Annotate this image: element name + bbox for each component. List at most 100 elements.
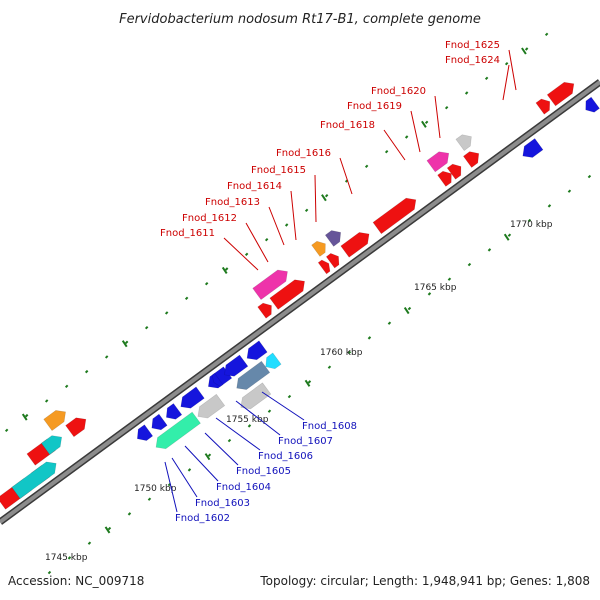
accession-text: Accession: NC_009718 xyxy=(8,574,144,588)
gene-feature xyxy=(252,269,288,301)
minor-tick xyxy=(384,149,389,154)
major-tick xyxy=(503,233,510,241)
gene-feature xyxy=(11,461,57,500)
gene-label: Fnod_1620 xyxy=(371,86,426,97)
gene-leader-line xyxy=(268,206,285,246)
gene-label: Fnod_1613 xyxy=(205,197,260,208)
gene-leader-line xyxy=(245,222,269,263)
gene-feature xyxy=(211,372,224,387)
gene-feature xyxy=(165,403,183,420)
gene-label: Fnod_1602 xyxy=(175,513,230,524)
gene-feature xyxy=(265,352,282,370)
map-title: Fervidobacterium nodosum Rt17-B1, comple… xyxy=(119,12,481,27)
minor-tick xyxy=(47,570,52,575)
major-tick xyxy=(104,526,111,534)
gene-feature xyxy=(446,163,462,180)
gene-feature xyxy=(65,417,87,438)
gene-feature xyxy=(180,386,205,409)
gene-leader-line xyxy=(314,174,317,223)
minor-tick xyxy=(124,340,129,345)
gene-leader-line xyxy=(204,432,239,466)
gene-label: Fnod_1612 xyxy=(182,213,237,224)
minor-tick xyxy=(364,164,369,169)
gene-feature xyxy=(240,382,272,410)
minor-tick xyxy=(284,223,289,227)
minor-tick xyxy=(147,497,152,501)
minor-tick xyxy=(387,321,392,325)
gene-feature xyxy=(136,424,154,441)
minor-tick xyxy=(544,32,549,37)
gene-feature xyxy=(325,253,340,269)
minor-tick xyxy=(347,350,352,355)
major-tick xyxy=(21,413,28,421)
minor-tick xyxy=(4,428,9,433)
gene-feature xyxy=(324,230,342,247)
minor-tick xyxy=(107,526,112,531)
major-tick xyxy=(421,120,427,128)
minor-tick xyxy=(64,384,69,389)
minor-tick xyxy=(24,413,29,418)
gene-leader-line xyxy=(223,237,259,271)
scale-tick-label: 1765 kbp xyxy=(414,283,457,293)
minor-tick xyxy=(367,336,372,340)
major-tick xyxy=(121,340,128,348)
major-tick xyxy=(221,266,228,274)
minor-tick xyxy=(44,399,49,403)
minor-tick xyxy=(104,355,109,359)
minor-tick xyxy=(464,91,469,95)
minor-tick xyxy=(407,306,412,311)
minor-tick xyxy=(547,204,552,208)
minor-tick xyxy=(324,193,329,198)
minor-tick xyxy=(224,267,229,271)
scale-tick-label: 1755 kbp xyxy=(226,415,269,425)
gene-leader-line xyxy=(290,190,297,241)
minor-tick xyxy=(427,292,432,296)
minor-tick xyxy=(587,174,592,179)
gene-feature xyxy=(535,98,551,115)
minor-tick xyxy=(84,369,89,374)
minor-tick xyxy=(267,409,272,413)
minor-tick xyxy=(327,365,332,369)
label-layer: Fnod_1611 Fnod_1612 Fnod_1613 Fnod_1614 Fnod… xyxy=(160,40,500,524)
gene-feature xyxy=(224,354,249,377)
gene-leader-line xyxy=(339,157,353,195)
gene-leader-line xyxy=(164,461,178,513)
gene-label: Fnod_1604 xyxy=(216,482,271,493)
tick-layer: 1745 kbp 1750 kbp 1755 kbp 1760 kbp 1765 kbp… xyxy=(4,32,592,575)
minor-tick xyxy=(247,424,252,428)
minor-tick xyxy=(504,61,509,66)
minor-tick xyxy=(307,380,312,384)
backbone-layer xyxy=(0,79,600,525)
gene-leader-line xyxy=(215,417,261,451)
gene-leader-line xyxy=(383,129,406,161)
minor-tick xyxy=(67,556,72,560)
gene-feature xyxy=(269,279,305,310)
gene-label: Fnod_1616 xyxy=(276,148,331,159)
gene-layer xyxy=(0,81,600,510)
minor-tick xyxy=(264,237,269,242)
gene-feature xyxy=(437,170,452,187)
leader-layer xyxy=(164,49,517,513)
gene-feature xyxy=(426,151,450,173)
minor-tick xyxy=(524,47,529,51)
gene-label: Fnod_1603 xyxy=(195,498,250,509)
scale-tick-label: 1760 kbp xyxy=(320,348,363,358)
minor-tick xyxy=(227,438,232,443)
minor-tick xyxy=(404,135,409,139)
gene-leader-line xyxy=(261,391,305,421)
minor-tick xyxy=(207,453,212,457)
gene-label: Fnod_1611 xyxy=(160,228,215,239)
gene-feature xyxy=(155,411,201,450)
gene-feature xyxy=(246,340,268,361)
major-tick xyxy=(321,194,327,202)
gene-feature xyxy=(197,393,226,419)
minor-tick xyxy=(184,296,189,301)
gene-feature xyxy=(317,259,331,275)
gene-leader-line xyxy=(508,49,517,91)
minor-tick xyxy=(484,76,489,81)
gene-label: Fnod_1614 xyxy=(227,181,282,192)
major-tick xyxy=(403,307,410,315)
major-tick xyxy=(204,453,211,461)
minor-tick xyxy=(567,189,572,193)
